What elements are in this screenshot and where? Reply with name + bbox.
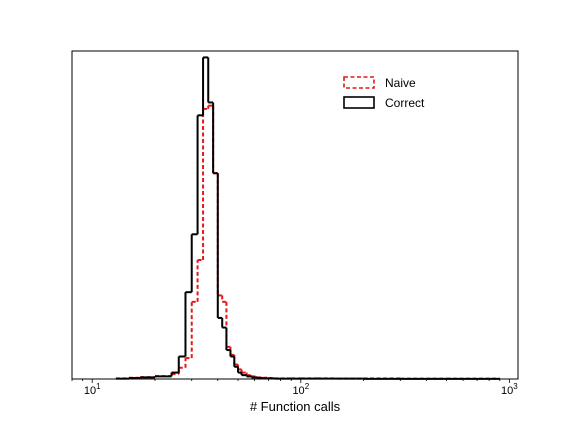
x-axis-label: # Function calls [250,399,341,414]
x-tick-label: 102 [292,382,309,397]
x-axis-ticks: 101 102 103 [71,379,518,397]
legend-label-correct: Correct [385,96,425,110]
legend: Naive Correct [343,76,425,110]
legend-label-naive: Naive [385,76,416,90]
legend-swatch-correct [343,96,375,109]
x-tick-label: 103 [501,382,518,397]
legend-swatch-naive [343,76,375,89]
axes-frame [71,50,519,380]
x-tick-label: 101 [84,382,101,397]
